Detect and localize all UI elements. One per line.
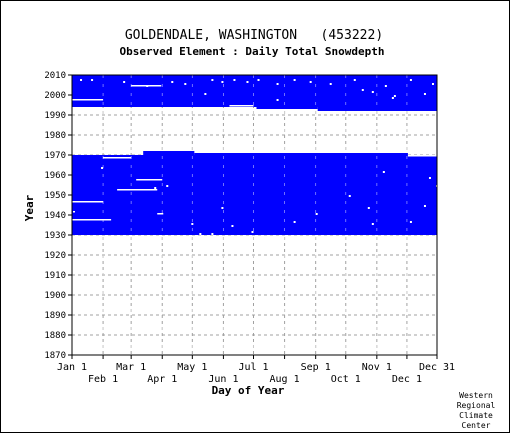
x-tick-label: Jan 1 [57,362,87,373]
data-gap [136,179,163,181]
data-speck [276,83,279,85]
data-speck [91,79,94,81]
plot-area: 1870 1880 1890 1900 1910 1920 1930 1940 1950 1960… [44,71,455,385]
y-tick-label: 1960 [44,171,66,181]
data-block [194,153,408,155]
y-tick-label: 1920 [44,251,66,261]
data-speck [184,83,187,85]
y-tick-label: 1930 [44,231,66,241]
y-tick-label: 1990 [44,111,66,121]
credit-line: Western [459,391,493,400]
x-tick-label: Oct 1 [331,374,361,385]
y-tick-label: 1880 [44,331,66,341]
chart-title: GOLDENDALE, WASHINGTON (453222) [125,28,383,43]
chart-subtitle: Observed Element : Daily Total Snowdepth [120,45,385,58]
y-tick-label: 1870 [44,351,66,361]
data-speck [348,195,351,197]
data-speck [211,233,214,235]
data-speck [409,79,412,81]
x-tick-label: Aug 1 [270,374,300,385]
y-tick-label: 2000 [44,91,66,101]
data-speck [309,81,312,83]
data-speck [231,225,234,227]
data-speck [361,89,364,91]
data-speck [211,79,214,81]
data-speck [154,187,157,189]
data-speck [251,231,254,233]
data-speck [257,79,260,81]
data-gap [103,157,132,159]
data-gap [117,189,158,191]
data-speck [382,171,385,173]
x-axis-label: Day of Year [212,384,285,397]
data-speck [428,177,431,179]
data-speck [353,79,356,81]
x-tick-label: Jun 1 [208,374,238,385]
y-tick-label: 1950 [44,191,66,201]
credit-line: Center [461,421,491,430]
data-speck [431,83,434,85]
data-gap [72,201,104,203]
y-tick-label: 1900 [44,291,66,301]
data-block [256,107,318,109]
data-speck [101,167,104,169]
credit-line: Regional [456,401,496,410]
data-speck [233,79,236,81]
y-tick-label: 2010 [44,71,66,81]
x-tick-label: Feb 1 [88,374,118,385]
data-speck [371,91,374,93]
data-speck [123,81,126,83]
data-speck [80,79,83,81]
data-speck [391,97,394,99]
data-speck [171,81,174,83]
x-tick-label: Dec 31 [419,362,455,373]
data-gap [73,211,76,213]
data-speck [221,207,224,209]
credit-block: Western Regional Climate Center [448,391,504,431]
y-tick-label: 1940 [44,211,66,221]
x-tick-label: Apr 1 [147,374,177,385]
data-speck [146,85,149,87]
x-tick-label: May 1 [177,362,207,373]
x-tick-label: Jul 1 [238,362,268,373]
data-gap [157,213,164,215]
data-gap [229,105,254,107]
data-speck [166,185,169,187]
y-tick-label: 1980 [44,131,66,141]
y-tick-label: 1970 [44,151,66,161]
y-tick-label: 1910 [44,271,66,281]
y-tick-label: 1890 [44,311,66,321]
data-speck [409,221,412,223]
data-speck [423,93,426,95]
data-speck [293,221,296,223]
data-speck [204,93,207,95]
data-block [317,107,437,111]
x-tick-label: Dec 1 [392,374,422,385]
credit-line: Climate [459,411,493,420]
data-speck [367,207,370,209]
data-speck [199,233,202,235]
data-speck [191,223,194,225]
y-axis-label: Year [23,194,36,221]
data-gap [72,99,104,101]
data-speck [221,81,224,83]
data-speck [384,85,387,87]
data-speck [246,81,249,83]
data-speck [423,205,426,207]
data-block [72,155,437,235]
data-gap [407,155,437,157]
data-speck [315,213,318,215]
data-gap [72,219,112,221]
x-tick-label: Nov 1 [362,362,392,373]
data-speck [276,99,279,101]
data-speck [293,79,296,81]
data-speck [329,83,332,85]
x-tick-label: Mar 1 [116,362,146,373]
data-speck [371,223,374,225]
data-block [143,151,195,155]
data-block [72,75,437,107]
x-tick-label: Sep 1 [301,362,331,373]
data-speck [393,95,396,97]
